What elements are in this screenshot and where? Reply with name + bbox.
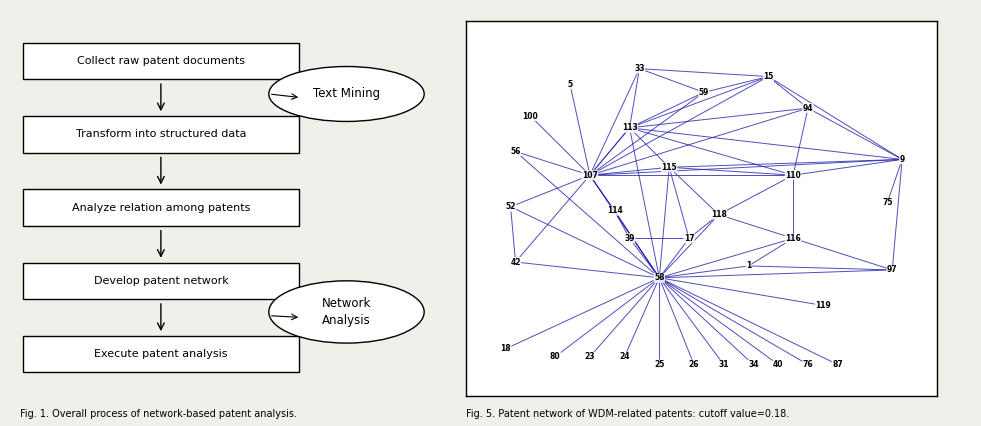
Text: 25: 25 bbox=[654, 360, 664, 369]
Text: 33: 33 bbox=[634, 64, 645, 73]
Text: Execute patent analysis: Execute patent analysis bbox=[94, 349, 228, 359]
Text: 114: 114 bbox=[607, 206, 623, 215]
Text: Develop patent network: Develop patent network bbox=[93, 276, 229, 286]
Text: 40: 40 bbox=[773, 360, 784, 369]
FancyBboxPatch shape bbox=[23, 116, 299, 153]
Text: 110: 110 bbox=[785, 171, 801, 180]
Text: 119: 119 bbox=[815, 301, 831, 310]
Text: 118: 118 bbox=[711, 210, 727, 219]
Text: 24: 24 bbox=[619, 352, 630, 361]
FancyBboxPatch shape bbox=[23, 189, 299, 226]
Text: Collect raw patent documents: Collect raw patent documents bbox=[77, 56, 245, 66]
Text: 17: 17 bbox=[684, 234, 695, 243]
Text: 31: 31 bbox=[718, 360, 729, 369]
Text: 100: 100 bbox=[523, 112, 539, 121]
Text: 23: 23 bbox=[585, 352, 595, 361]
Text: Analyze relation among patents: Analyze relation among patents bbox=[72, 202, 250, 213]
Text: 15: 15 bbox=[763, 72, 773, 81]
Text: Fig. 1. Overall process of network-based patent analysis.: Fig. 1. Overall process of network-based… bbox=[20, 409, 296, 420]
FancyBboxPatch shape bbox=[23, 336, 299, 372]
Ellipse shape bbox=[269, 281, 424, 343]
Text: 75: 75 bbox=[882, 199, 893, 207]
Text: 87: 87 bbox=[832, 360, 843, 369]
FancyBboxPatch shape bbox=[23, 262, 299, 299]
Text: 1: 1 bbox=[746, 262, 751, 271]
Text: 94: 94 bbox=[802, 104, 813, 112]
Text: 80: 80 bbox=[550, 352, 560, 361]
Text: 116: 116 bbox=[785, 234, 801, 243]
Text: Network
Analysis: Network Analysis bbox=[322, 297, 371, 327]
Text: 52: 52 bbox=[505, 202, 516, 211]
Text: 115: 115 bbox=[661, 163, 677, 172]
Text: 97: 97 bbox=[887, 265, 898, 274]
Text: 9: 9 bbox=[900, 155, 904, 164]
Ellipse shape bbox=[269, 66, 424, 121]
Text: 42: 42 bbox=[510, 257, 521, 267]
Text: Transform into structured data: Transform into structured data bbox=[76, 129, 246, 139]
Text: Text Mining: Text Mining bbox=[313, 87, 380, 101]
Text: 58: 58 bbox=[654, 273, 664, 282]
Text: 56: 56 bbox=[510, 147, 521, 156]
Text: 5: 5 bbox=[567, 80, 573, 89]
Text: 59: 59 bbox=[698, 88, 709, 97]
Text: Fig. 5. Patent network of WDM-related patents: cutoff value=0.18.: Fig. 5. Patent network of WDM-related pa… bbox=[466, 409, 790, 420]
Text: 113: 113 bbox=[622, 124, 638, 132]
Text: 34: 34 bbox=[749, 360, 758, 369]
Text: 18: 18 bbox=[500, 344, 511, 353]
Text: 76: 76 bbox=[802, 360, 813, 369]
Text: 107: 107 bbox=[582, 171, 597, 180]
Text: 39: 39 bbox=[624, 234, 635, 243]
FancyBboxPatch shape bbox=[23, 43, 299, 79]
Text: 26: 26 bbox=[689, 360, 699, 369]
